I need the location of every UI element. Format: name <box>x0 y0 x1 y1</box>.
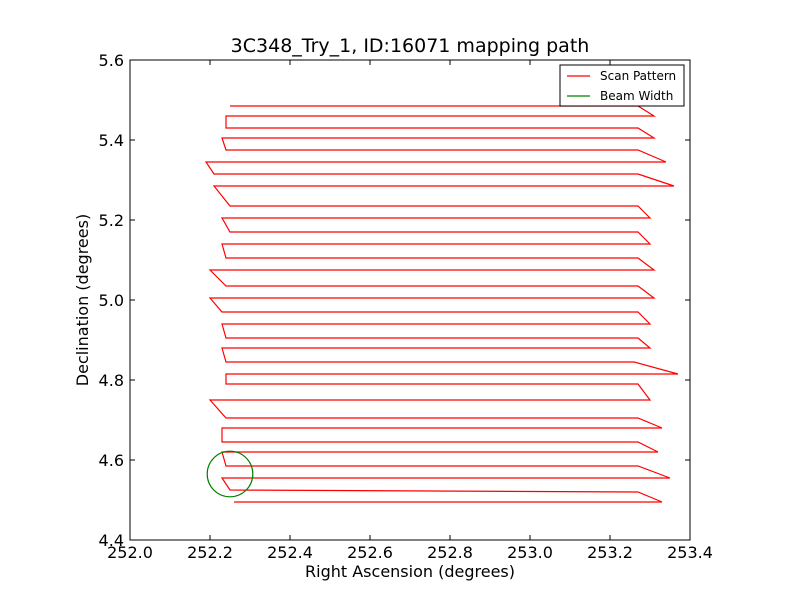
y-tick-label: 5.6 <box>99 51 124 70</box>
x-tick-label: 252.8 <box>427 543 473 562</box>
scan-pattern-line <box>204 105 679 503</box>
beam-width-circle <box>206 450 254 498</box>
y-tick-label: 4.4 <box>99 531 124 550</box>
series-layer <box>204 105 679 503</box>
ticks-layer: 252.0 252.2 252.4 252.6 252.8 253.0 253.2 253.4… <box>99 51 713 562</box>
plot-area <box>130 60 690 540</box>
x-tick-label: 252.0 <box>107 543 153 562</box>
x-tick-label: 252.4 <box>267 543 313 562</box>
x-tick-label: 253.4 <box>667 543 713 562</box>
y-tick-label: 5.0 <box>99 291 124 310</box>
x-tick-label: 252.6 <box>347 543 393 562</box>
legend-label-beam-width: Beam Width <box>600 89 673 103</box>
x-tick-label: 253.0 <box>507 543 553 562</box>
x-tick-label: 252.2 <box>187 543 233 562</box>
x-tick-label: 253.2 <box>587 543 633 562</box>
y-tick-label: 4.8 <box>99 371 124 390</box>
y-tick-label: 5.4 <box>99 131 124 150</box>
legend-label-scan-pattern: Scan Pattern <box>600 69 676 83</box>
y-axis-title: Declination (degrees) <box>73 214 92 386</box>
y-tick-label: 5.2 <box>99 211 124 230</box>
legend: Scan Pattern Beam Width <box>559 64 685 107</box>
chart-title: 3C348_Try_1, ID:16071 mapping path <box>231 35 590 57</box>
x-axis-title: Right Ascension (degrees) <box>305 562 515 581</box>
legend-box <box>559 64 685 107</box>
y-tick-label: 4.6 <box>99 451 124 470</box>
